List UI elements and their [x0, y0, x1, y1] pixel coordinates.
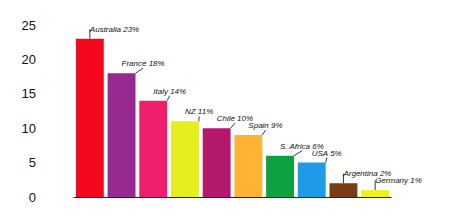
svg-text:10: 10: [22, 121, 36, 136]
svg-text:20: 20: [22, 52, 36, 67]
svg-text:S. Africa 6%: S. Africa 6%: [280, 141, 324, 151]
svg-text:Germany 1%: Germany 1%: [375, 176, 422, 185]
svg-text:25: 25: [22, 18, 36, 33]
svg-text:Argentina 2%: Argentina 2%: [343, 169, 392, 179]
svg-text:Italy 14%: Italy 14%: [153, 87, 186, 96]
svg-text:NZ 11%: NZ 11%: [185, 107, 213, 116]
svg-text:Spain 9%: Spain 9%: [248, 121, 282, 130]
svg-text:0: 0: [29, 190, 36, 205]
svg-text:USA 5%: USA 5%: [312, 149, 342, 158]
svg-text:Chile 10%: Chile 10%: [216, 114, 254, 124]
svg-text:France 18%: France 18%: [122, 59, 165, 68]
svg-text:15: 15: [22, 86, 36, 101]
svg-text:5: 5: [29, 155, 36, 170]
svg-text:Australia 23%: Australia 23%: [89, 25, 139, 34]
